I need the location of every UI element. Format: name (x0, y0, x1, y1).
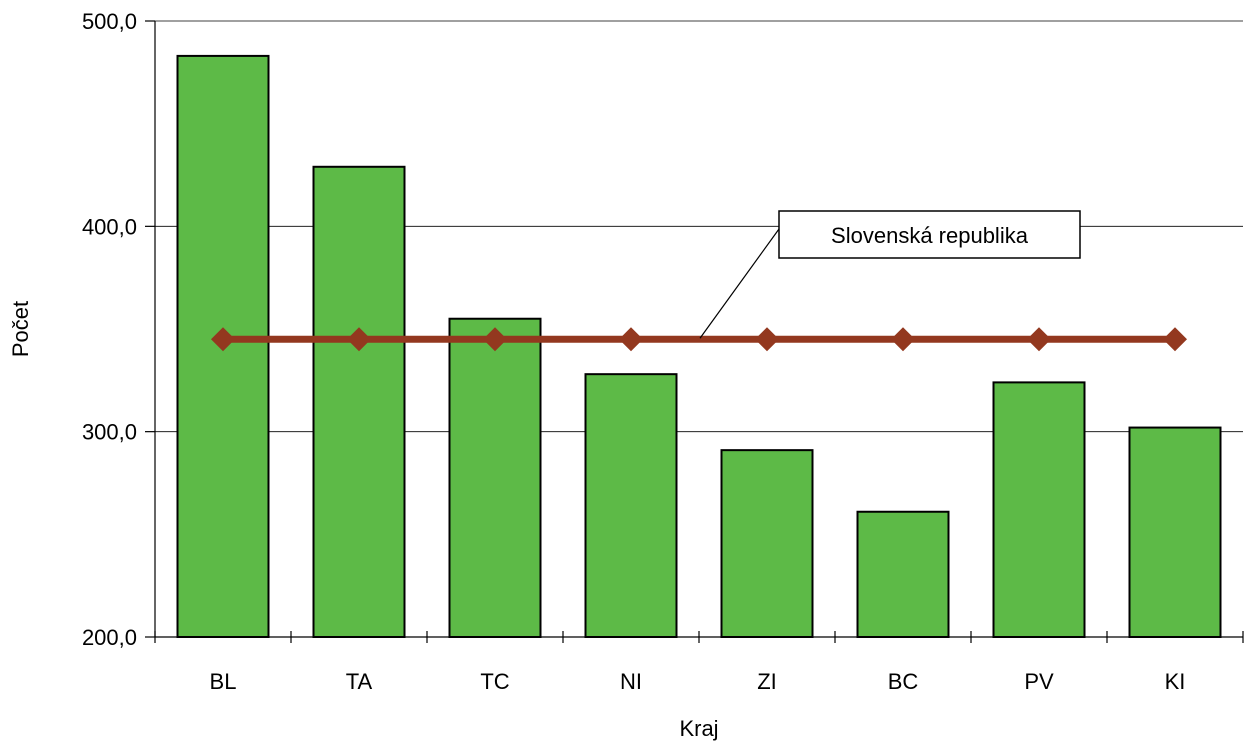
reference-marker-ki (1163, 327, 1187, 352)
callout-box (778, 210, 1081, 259)
y-tick-label: 300,0 (82, 420, 137, 445)
x-tick-label-bc: BC (888, 669, 919, 694)
reference-marker-ni (619, 327, 643, 352)
callout-leader-line (699, 228, 780, 339)
bar-tc (448, 317, 542, 638)
bar-ni (584, 373, 678, 638)
bar-zi (720, 449, 814, 638)
x-tick-label-zi: ZI (757, 669, 777, 694)
x-tick-label-pv: PV (1024, 669, 1054, 694)
x-tick-label-tc: TC (480, 669, 509, 694)
x-axis-title: Kraj (679, 716, 718, 741)
reference-series (211, 327, 1187, 352)
y-tick-label: 200,0 (82, 625, 137, 650)
bar-pv (992, 381, 1086, 638)
bar-bc (856, 510, 950, 639)
x-tick-label-ta: TA (346, 669, 373, 694)
y-tick-label: 500,0 (82, 9, 137, 34)
reference-marker-tc (483, 327, 507, 352)
y-tick-label: 400,0 (82, 214, 137, 239)
x-tick-label-ki: KI (1165, 669, 1186, 694)
y-ticks: 200,0 300,0 400,0 500,0 (82, 9, 155, 650)
x-ticks: BL TA TC NI ZI BC PV KI (154, 631, 1244, 694)
reference-marker-zi (755, 327, 779, 352)
bar-ta (312, 165, 406, 639)
reference-callout: Slovenská republika (699, 210, 1081, 339)
x-tick-label-bl: BL (210, 669, 237, 694)
bar-ki (1128, 426, 1222, 638)
reference-marker-pv (1027, 327, 1051, 352)
x-tick-label-ni: NI (620, 669, 642, 694)
reference-marker-ta (347, 327, 371, 352)
reference-marker-bc (891, 327, 915, 352)
y-axis-title: Počet (8, 301, 33, 357)
reference-marker-bl (211, 327, 235, 352)
callout-label: Slovenská republika (831, 223, 1029, 248)
bars (176, 54, 1222, 639)
